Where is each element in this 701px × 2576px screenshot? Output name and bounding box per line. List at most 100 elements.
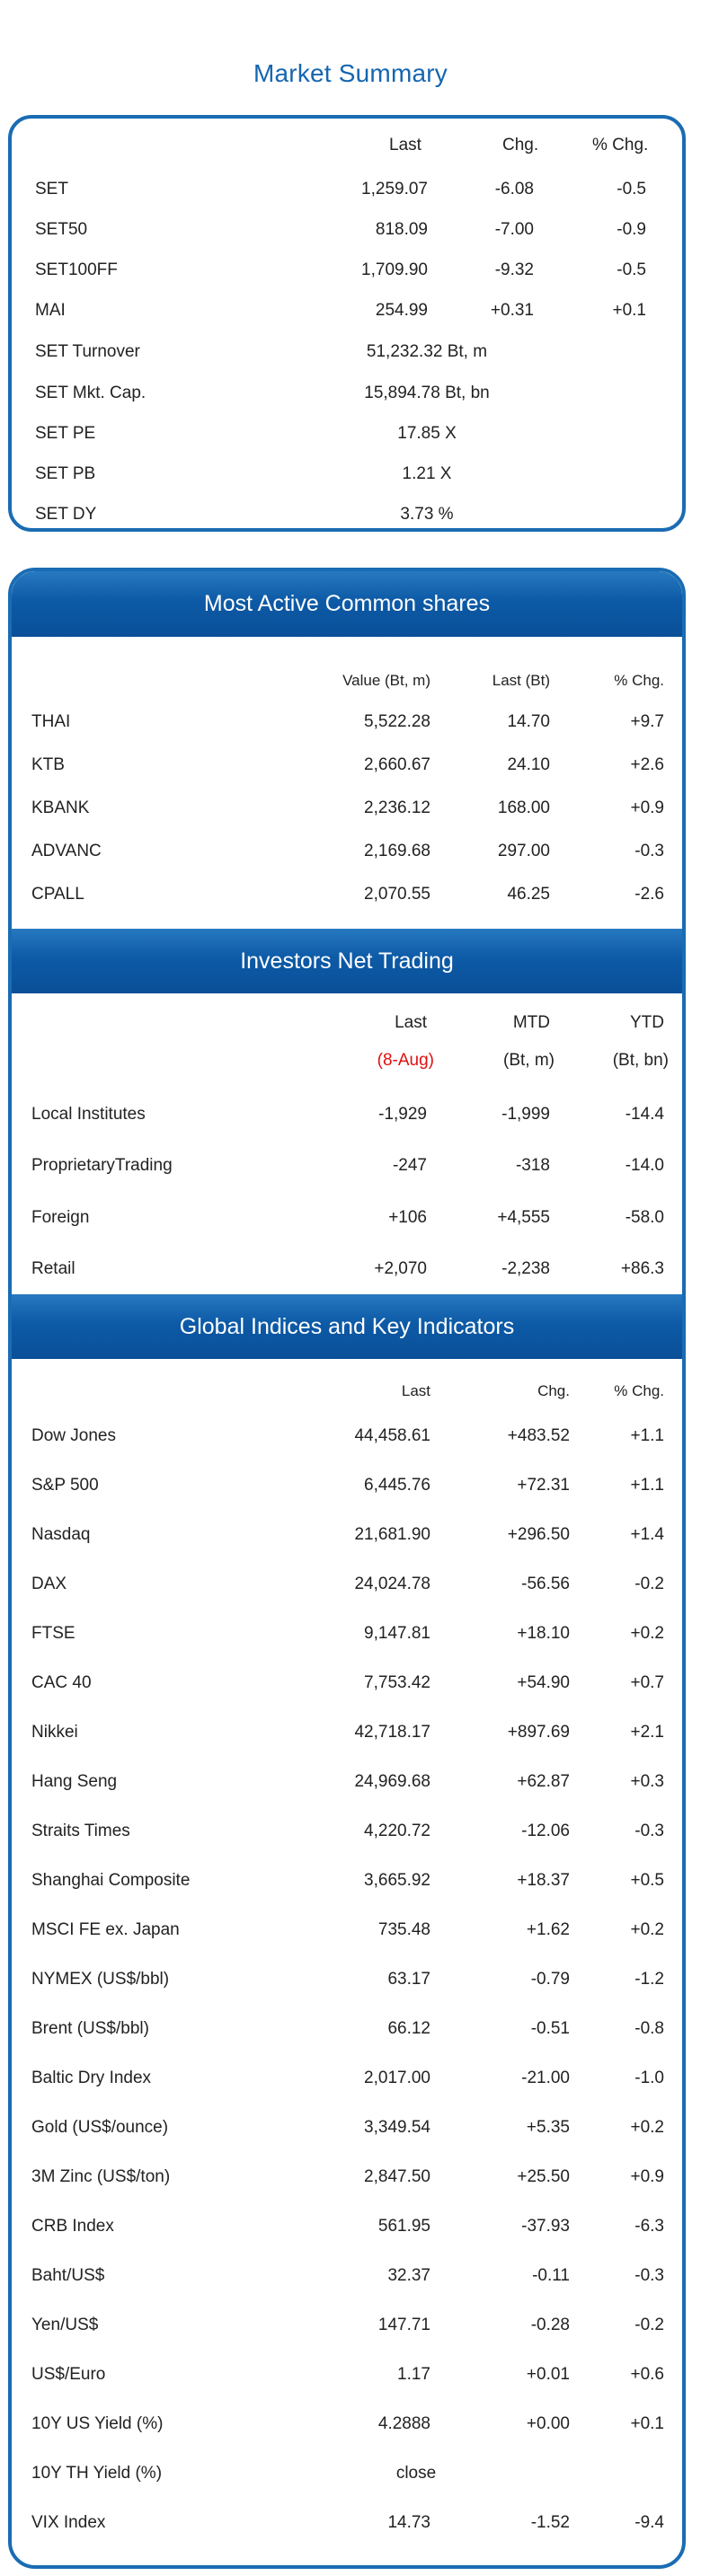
row-last: 1,709.90 <box>361 260 428 279</box>
row-pct: +0.9 <box>630 798 664 817</box>
row-name: MSCI FE ex. Japan <box>31 1920 180 1939</box>
table-row: Brent (US$/bbl) 66.12 -0.51 -0.8 <box>12 2019 682 2046</box>
row-last: 24,969.68 <box>354 1772 430 1791</box>
header-pct-chg: % Chg. <box>592 136 649 154</box>
row-name: SET Turnover <box>35 342 140 361</box>
row-chg: -7.00 <box>494 220 534 239</box>
row-name: Local Institutes <box>31 1105 146 1124</box>
table-row: CPALL 2,070.55 46.25 -2.6 <box>12 885 682 912</box>
row-name: SET Mkt. Cap. <box>35 384 146 402</box>
table-row: SET Turnover 51,232.32 Bt, m <box>12 342 682 369</box>
table-row: NYMEX (US$/bbl) 63.17 -0.79 -1.2 <box>12 1970 682 1997</box>
row-pct: +2.6 <box>630 755 664 774</box>
row-chg: +18.37 <box>517 1871 570 1890</box>
row-last: 3,349.54 <box>364 2118 430 2137</box>
row-last: 24.10 <box>507 755 550 774</box>
row-chg: +25.50 <box>517 2167 570 2186</box>
row-mtd: -318 <box>515 1156 550 1175</box>
row-mtd: +4,555 <box>497 1208 550 1227</box>
table-row: Shanghai Composite 3,665.92 +18.37 +0.5 <box>12 1871 682 1898</box>
row-name: SET100FF <box>35 260 118 279</box>
row-name: Foreign <box>31 1208 90 1227</box>
table-row: CAC 40 7,753.42 +54.90 +0.7 <box>12 1673 682 1700</box>
table-row: Retail +2,070 -2,238 +86.3 <box>12 1259 682 1286</box>
table-row: Nikkei 42,718.17 +897.69 +2.1 <box>12 1723 682 1750</box>
table-row: CRB Index 561.95 -37.93 -6.3 <box>12 2217 682 2244</box>
row-pct: -6.3 <box>634 2217 664 2236</box>
row-pct: +1.1 <box>630 1426 664 1445</box>
investors-header: Investors Net Trading <box>12 929 682 993</box>
row-last: 66.12 <box>387 2019 430 2038</box>
row-last: +2,070 <box>374 1259 427 1278</box>
row-name: Dow Jones <box>31 1426 116 1445</box>
table-row: Dow Jones 44,458.61 +483.52 +1.1 <box>12 1426 682 1453</box>
row-chg: +0.31 <box>490 301 534 320</box>
table-row: KTB 2,660.67 24.10 +2.6 <box>12 755 682 782</box>
row-value: 2,070.55 <box>364 885 430 904</box>
page-title: Market Summary <box>253 59 448 87</box>
row-last: 561.95 <box>377 2217 430 2236</box>
row-chg: -0.51 <box>530 2019 570 2038</box>
row-chg: +0.01 <box>526 2365 570 2384</box>
row-last: 6,445.76 <box>364 1476 430 1495</box>
row-name: VIX Index <box>31 2513 106 2532</box>
row-pct: +0.7 <box>630 1673 664 1692</box>
row-last: 168.00 <box>497 798 550 817</box>
row-pct: +2.1 <box>630 1723 664 1742</box>
row-chg: -21.00 <box>521 2069 570 2087</box>
row-mtd: -1,999 <box>501 1105 550 1124</box>
row-name: THAI <box>31 712 71 731</box>
row-last: 254.99 <box>375 301 428 320</box>
row-value: 17.85 X <box>397 424 457 443</box>
header-value: Value (Bt, m) <box>342 672 430 689</box>
row-last: -1,929 <box>378 1105 427 1124</box>
row-chg: +54.90 <box>517 1673 570 1692</box>
row-pct: +0.6 <box>630 2365 664 2384</box>
row-name: SET PB <box>35 464 96 483</box>
row-last: +106 <box>388 1208 427 1227</box>
table-row: SET PB 1.21 X <box>12 464 682 491</box>
row-chg: +0.00 <box>526 2414 570 2433</box>
row-value: 1.21 X <box>402 464 452 483</box>
row-name: S&P 500 <box>31 1476 99 1495</box>
row-name: Straits Times <box>31 1822 130 1840</box>
row-mtd: -2,238 <box>501 1259 550 1278</box>
table-row: SET50 818.09 -7.00 -0.9 <box>12 220 682 247</box>
row-chg: +1.62 <box>526 1920 570 1939</box>
market-summary-panel: Last Chg. % Chg. SET 1,259.07 -6.08 -0.5… <box>8 115 686 532</box>
table-row: S&P 500 6,445.76 +72.31 +1.1 <box>12 1476 682 1503</box>
table-row: SET Mkt. Cap. 15,894.78 Bt, bn <box>12 384 682 410</box>
row-ytd: -58.0 <box>625 1208 664 1227</box>
table-row: Gold (US$/ounce) 3,349.54 +5.35 +0.2 <box>12 2118 682 2145</box>
row-chg: -9.32 <box>494 260 534 279</box>
row-ytd: -14.0 <box>625 1156 664 1175</box>
header-ytd-unit: (Bt, bn) <box>612 1051 669 1070</box>
row-pct: +1.4 <box>630 1525 664 1544</box>
row-pct: -9.4 <box>634 2513 664 2532</box>
row-pct: -0.9 <box>617 220 646 239</box>
row-pct: +0.2 <box>630 1920 664 1939</box>
row-pct: -0.2 <box>634 1575 664 1593</box>
row-chg: -6.08 <box>494 180 534 198</box>
table-row: SET100FF 1,709.90 -9.32 -0.5 <box>12 260 682 287</box>
most-active-header: Most Active Common shares <box>12 571 682 637</box>
row-name: SET <box>35 180 68 198</box>
row-name: Brent (US$/bbl) <box>31 2019 149 2038</box>
row-pct: +0.1 <box>612 301 646 320</box>
row-name: CRB Index <box>31 2217 114 2236</box>
row-last: 14.73 <box>387 2513 430 2532</box>
row-last: 9,147.81 <box>364 1624 430 1643</box>
row-chg: +18.10 <box>517 1624 570 1643</box>
row-chg: -37.93 <box>521 2217 570 2236</box>
row-chg: -0.79 <box>530 1970 570 1989</box>
row-name: 10Y TH Yield (%) <box>31 2464 163 2483</box>
header-last: Last <box>401 1382 430 1399</box>
row-ytd: -14.4 <box>625 1105 664 1124</box>
row-name: Gold (US$/ounce) <box>31 2118 169 2137</box>
row-chg: -12.06 <box>521 1822 570 1840</box>
row-pct: -0.5 <box>617 180 646 198</box>
table-row: ProprietaryTrading -247 -318 -14.0 <box>12 1156 682 1183</box>
row-chg: -56.56 <box>521 1575 570 1593</box>
row-chg: -1.52 <box>530 2513 570 2532</box>
row-name: ADVANC <box>31 842 102 860</box>
